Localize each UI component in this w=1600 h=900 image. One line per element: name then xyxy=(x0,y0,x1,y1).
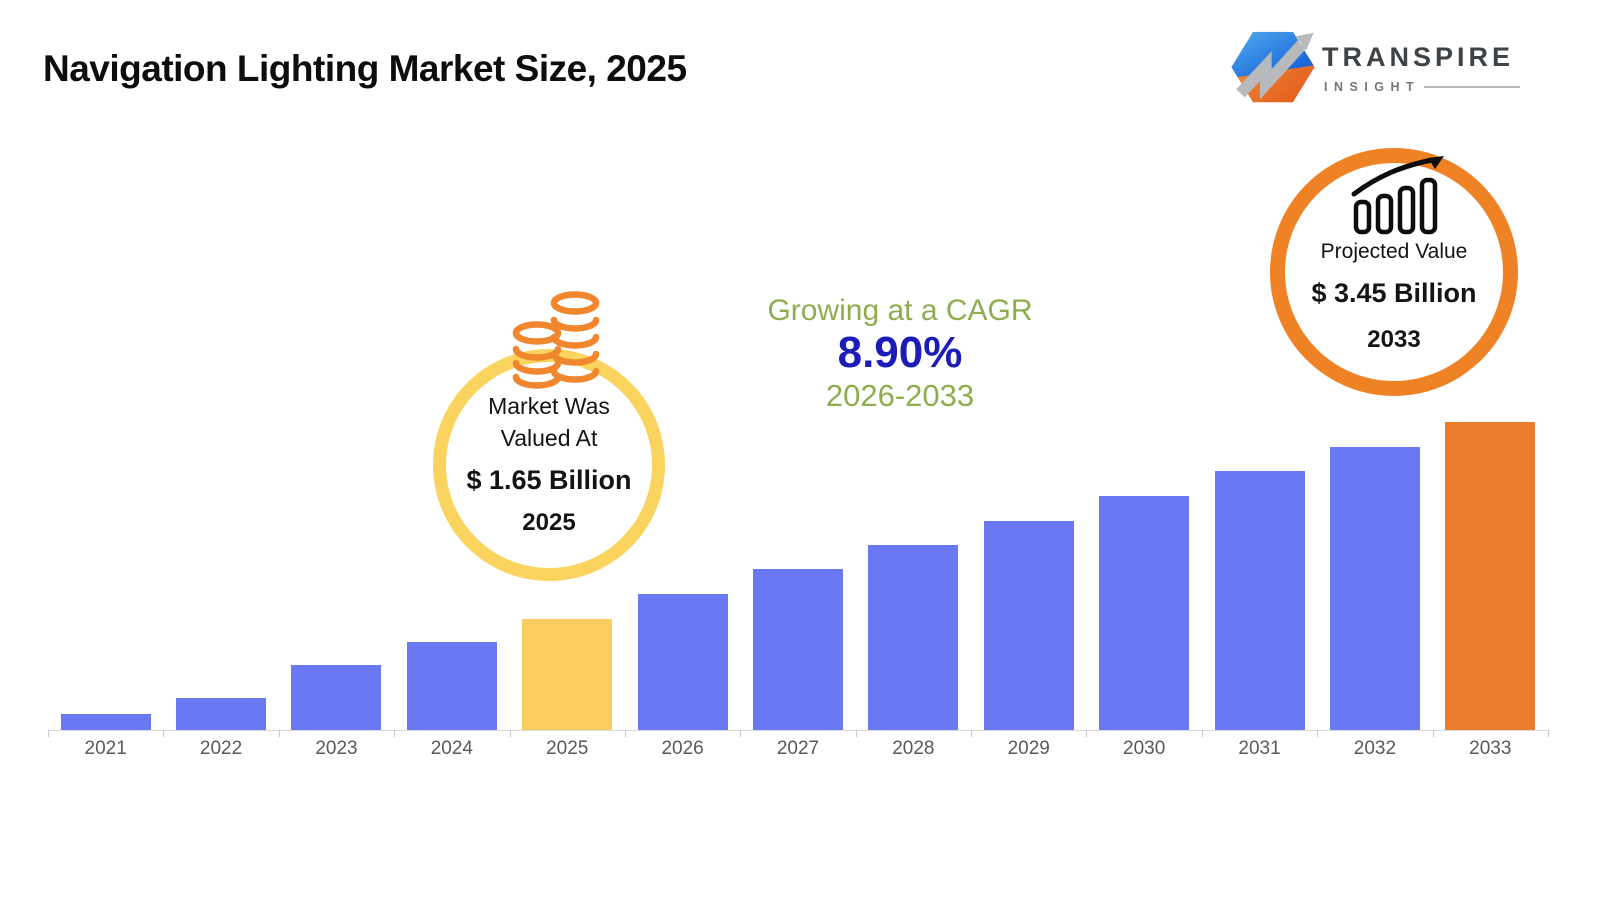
x-axis-tick xyxy=(278,730,280,737)
brand-rule xyxy=(1424,86,1521,88)
x-axis-label-2025: 2025 xyxy=(546,738,589,759)
bar-2026 xyxy=(637,594,728,730)
brand-logo: TRANSPIRE INSIGHT xyxy=(1226,24,1546,114)
x-axis-tick xyxy=(1086,730,1088,737)
coins-icon xyxy=(512,291,600,389)
x-axis-tick xyxy=(509,730,511,737)
bar-2023 xyxy=(291,665,382,730)
bar-2021 xyxy=(60,714,151,730)
x-axis-tick xyxy=(163,730,165,737)
callout-2033-label: Projected Value xyxy=(1320,240,1468,263)
x-axis-tick xyxy=(48,730,49,737)
x-axis-label-2026: 2026 xyxy=(661,738,704,759)
x-axis-tick xyxy=(1432,730,1434,737)
x-axis-label-2022: 2022 xyxy=(199,738,243,759)
x-axis-label-2032: 2032 xyxy=(1353,738,1397,759)
brand-logo-icon xyxy=(1231,31,1315,103)
x-axis-tick xyxy=(394,730,396,737)
callout-2025-year: 2025 xyxy=(522,509,576,536)
x-axis-label-2028: 2028 xyxy=(892,738,935,759)
callout-2033: Projected Value $ 3.45 Billion 2033 xyxy=(1270,148,1518,396)
bar-2029 xyxy=(983,521,1074,730)
x-axis-label-2027: 2027 xyxy=(776,738,820,759)
bar-2030 xyxy=(1099,496,1190,730)
callout-2025-value: $ 1.65 Billion xyxy=(466,465,632,495)
x-axis-tick xyxy=(1201,730,1203,737)
brand-name: TRANSPIRE xyxy=(1322,42,1515,72)
x-axis-label-2031: 2031 xyxy=(1238,738,1281,759)
x-axis-tick xyxy=(624,730,626,737)
x-axis-tick xyxy=(855,730,857,737)
x-axis-label-2024: 2024 xyxy=(430,738,473,759)
x-axis-label-2033: 2033 xyxy=(1469,738,1512,759)
growth-chart-icon xyxy=(1351,156,1444,235)
x-axis-tick xyxy=(1317,730,1319,737)
x-axis-label-2030: 2030 xyxy=(1123,738,1166,759)
bar-2032 xyxy=(1329,447,1420,730)
cagr-label: Growing at a CAGR xyxy=(767,294,1033,327)
x-axis-line xyxy=(48,730,1548,731)
x-axis-label-2023: 2023 xyxy=(315,738,358,759)
bar-2033 xyxy=(1445,422,1536,730)
bar-2028 xyxy=(868,545,959,730)
bar-2027 xyxy=(753,569,843,730)
bar-2024 xyxy=(406,642,497,730)
page-title: Navigation Lighting Market Size, 2025 xyxy=(43,48,687,89)
x-axis-tick xyxy=(1548,730,1549,737)
x-axis-tick xyxy=(740,730,742,737)
bar-2031 xyxy=(1214,471,1305,730)
bar-2025 xyxy=(522,619,613,730)
callout-2033-value: $ 3.45 Billion xyxy=(1311,278,1477,308)
cagr-period: 2026-2033 xyxy=(825,378,975,414)
callout-2025-line1: Market Was xyxy=(488,393,610,419)
brand-subname: INSIGHT xyxy=(1324,80,1421,94)
x-axis-tick xyxy=(971,730,973,737)
bar-2022 xyxy=(176,698,267,730)
callout-2025-line2: Valued At xyxy=(500,425,598,451)
x-axis-label-2021: 2021 xyxy=(84,738,127,759)
callout-2025: Market Was Valued At $ 1.65 Billion 2025 xyxy=(433,291,665,581)
callout-2033-year: 2033 xyxy=(1367,326,1421,353)
cagr-block: Growing at a CAGR 8.90% 2026-2033 xyxy=(715,294,1085,414)
cagr-value: 8.90% xyxy=(837,328,963,377)
x-axis-label-2029: 2029 xyxy=(1007,738,1050,759)
